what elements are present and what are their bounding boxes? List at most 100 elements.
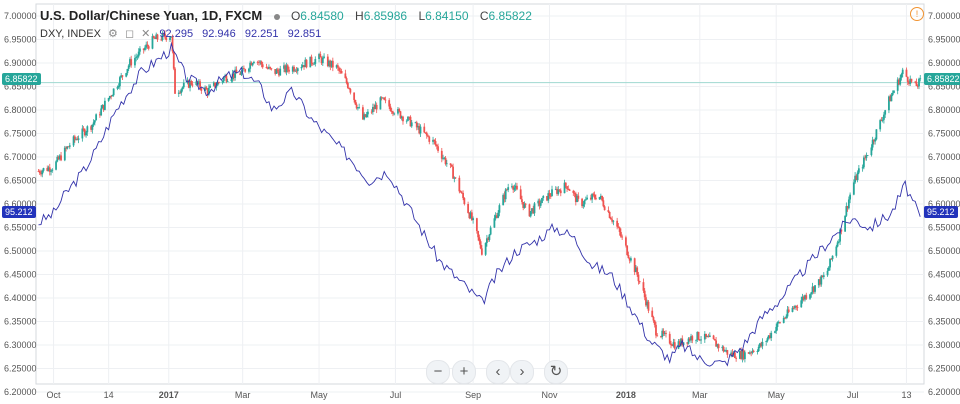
- settings-icon[interactable]: ⚙: [108, 28, 118, 40]
- candle-body: [782, 317, 785, 323]
- candle-body: [502, 194, 505, 206]
- candle-body: [673, 342, 676, 349]
- candle-body: [402, 116, 404, 122]
- candle-body: [470, 212, 473, 220]
- candle-body: [539, 203, 542, 206]
- candle-body: [888, 96, 890, 111]
- candle-body: [160, 39, 163, 41]
- close-icon[interactable]: ✕: [141, 28, 151, 40]
- candle-body: [268, 66, 270, 69]
- candle-body: [804, 295, 806, 300]
- candle-body: [900, 74, 903, 78]
- symbol-title[interactable]: U.S. Dollar/Chinese Yuan, 1D, FXCM: [40, 8, 263, 23]
- candle-body: [328, 60, 330, 67]
- candle-body: [135, 57, 138, 59]
- candle-body: [906, 76, 909, 82]
- candle-body: [821, 275, 824, 278]
- candle-body: [102, 104, 105, 110]
- candle-body: [477, 230, 480, 238]
- candle-body: [66, 146, 69, 149]
- candle-body: [450, 165, 453, 167]
- candle-body: [653, 320, 656, 325]
- y-tick-label-left: 6.40000: [4, 293, 37, 303]
- candle-body: [405, 120, 408, 122]
- low-value: 6.84150: [425, 9, 469, 23]
- candle-body: [215, 85, 218, 88]
- y-tick-label-right: 6.55000: [928, 223, 960, 233]
- candle-body: [532, 208, 535, 214]
- candle-body: [651, 310, 654, 318]
- warning-icon[interactable]: !: [910, 7, 924, 21]
- candle-body: [304, 59, 307, 68]
- candle-body: [180, 89, 183, 93]
- candle-body: [91, 124, 94, 130]
- candle-body: [232, 73, 235, 78]
- candle-body: [125, 73, 128, 77]
- candle-body: [670, 343, 672, 346]
- candle-body: [98, 114, 101, 116]
- candle-body: [663, 333, 666, 334]
- candle-body: [293, 66, 295, 72]
- candle-body: [330, 60, 333, 67]
- candle-body: [119, 77, 121, 87]
- candle-body: [628, 258, 631, 261]
- candle-body: [348, 87, 351, 89]
- candle-body: [717, 344, 720, 349]
- high-value: 6.85986: [363, 9, 408, 23]
- candle-body: [467, 204, 470, 213]
- candle-body: [340, 70, 343, 74]
- candle-body: [93, 120, 96, 123]
- candle-body: [279, 68, 282, 76]
- y-tick-label-right: 6.80000: [928, 105, 960, 115]
- scroll-right-button[interactable]: ›: [510, 360, 534, 384]
- candle-body: [216, 82, 219, 86]
- y-tick-label-left: 6.75000: [4, 129, 37, 139]
- candle-body: [919, 78, 922, 80]
- hide-icon[interactable]: ◻: [124, 28, 135, 40]
- high-label: H: [355, 9, 364, 23]
- candle-body: [440, 150, 443, 159]
- candle-body: [769, 335, 771, 339]
- overlay-name[interactable]: DXY, INDEX: [40, 28, 101, 40]
- candle-body: [284, 65, 287, 73]
- candle-body: [589, 197, 592, 200]
- candle-body: [480, 248, 483, 255]
- candle-body: [618, 227, 621, 232]
- candle-body: [574, 193, 577, 203]
- candle-body: [179, 92, 181, 94]
- reset-chart-button[interactable]: ↻: [544, 360, 568, 384]
- candle-body: [889, 96, 892, 102]
- candle-body: [840, 229, 843, 232]
- candle-body: [533, 203, 536, 214]
- zoom-in-button[interactable]: +: [452, 360, 476, 384]
- candle-body: [506, 189, 508, 191]
- candle-body: [435, 144, 438, 147]
- scroll-left-button[interactable]: ‹: [486, 360, 510, 384]
- candle-body: [901, 69, 904, 75]
- candle-body: [554, 188, 557, 190]
- zoom-out-button[interactable]: −: [426, 360, 450, 384]
- candle-body: [475, 218, 478, 231]
- candle-body: [225, 75, 228, 82]
- candle-body: [414, 122, 417, 124]
- candle-body: [161, 33, 164, 40]
- candle-body: [636, 267, 639, 275]
- candle-body: [836, 242, 839, 247]
- candle-body: [601, 195, 604, 201]
- last-price-tag-right: 6.85822: [924, 73, 960, 85]
- candle-body: [251, 63, 254, 66]
- candle-body: [537, 200, 540, 204]
- candle-body: [791, 307, 794, 312]
- candle-body: [171, 36, 174, 52]
- candle-body: [599, 195, 602, 197]
- candle-body: [915, 81, 918, 87]
- candle-body: [820, 275, 823, 285]
- candle-body: [182, 82, 185, 88]
- candle-body: [726, 349, 729, 355]
- candle-body: [442, 157, 444, 159]
- open-label: O: [290, 9, 301, 23]
- candle-body: [256, 61, 259, 63]
- candle-body: [484, 243, 487, 255]
- candle-body: [556, 188, 558, 194]
